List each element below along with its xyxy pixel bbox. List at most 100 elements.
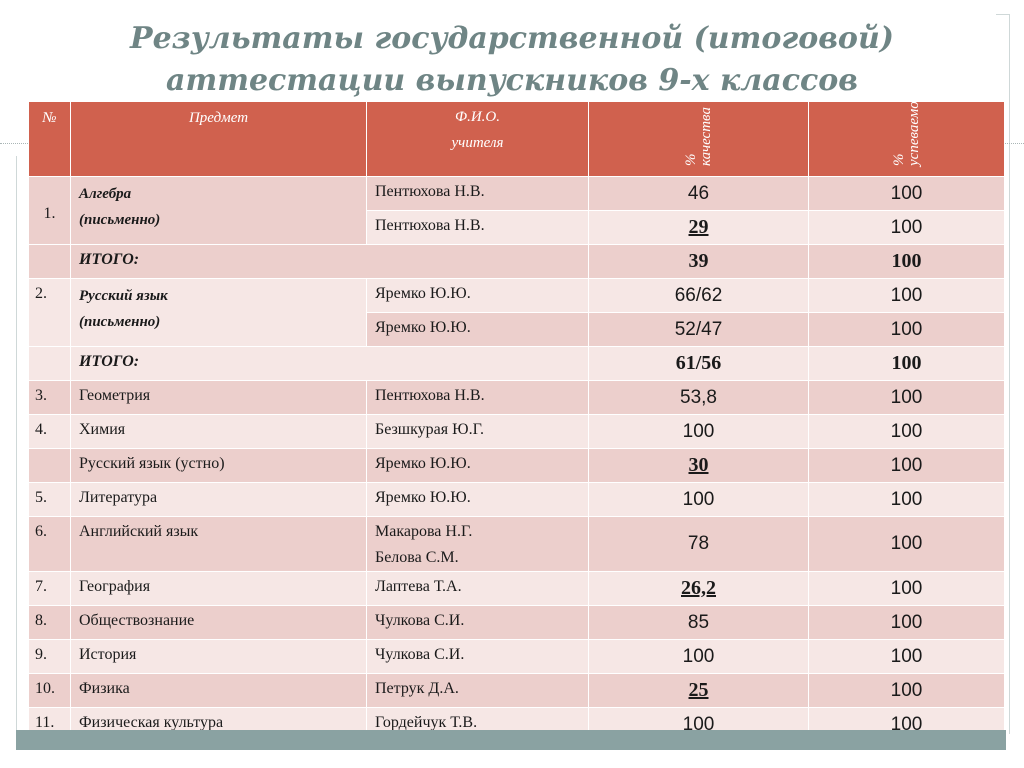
frame-line-right (1009, 14, 1010, 734)
row-success: 100 (808, 380, 1005, 415)
row-subject: История (70, 639, 367, 674)
header-quality: % качества (588, 101, 809, 177)
table-header-row: № Предмет Ф.И.О. учителя % качества % ус… (28, 76, 1005, 177)
row-success: 100 (808, 448, 1005, 483)
table-row: Русский язык (устно) Яремко Ю.Ю. 30 100 (28, 448, 1005, 483)
row-num: 10. (28, 673, 71, 708)
table-row: Яремко Ю.Ю. 52/47 100 (29, 312, 1005, 347)
table-row: 4. Химия Безшкурая Ю.Г. 100 100 (28, 414, 1005, 449)
header-success-label: % успеваемости (890, 76, 922, 166)
slide-title-line1: Результаты государственной (итоговой) (130, 21, 894, 56)
table-row: 5. Литература Яремко Ю.Ю. 100 100 (28, 482, 1005, 517)
row-num: 7. (28, 571, 71, 606)
results-table: № Предмет Ф.И.О. учителя % качества % ус… (28, 76, 1005, 742)
row-quality: 39 (588, 244, 809, 279)
row-teacher-line1: Макарова Н.Г. (375, 523, 473, 540)
row-quality: 29 (588, 210, 809, 245)
row-success: 100 (808, 571, 1005, 606)
header-num: № (28, 101, 71, 177)
header-teacher-line1: Ф.И.О. (455, 109, 500, 125)
header-quality-label: % качества (682, 107, 714, 166)
row-num: 3. (28, 380, 71, 415)
header-teacher: Ф.И.О. учителя (366, 101, 589, 177)
frame-line-left (16, 156, 17, 746)
row-quality: 66/62 (588, 278, 809, 313)
row-num-empty (28, 346, 71, 381)
row-quality: 30 (588, 448, 809, 483)
row-teacher: Пентюхова Н.В. (366, 176, 589, 211)
row-quality: 100 (588, 639, 809, 674)
row-teacher: Яремко Ю.Ю. (366, 448, 589, 483)
table-row: 9. История Чулкова С.И. 100 100 (28, 639, 1005, 674)
row-teacher: Яремко Ю.Ю. (366, 278, 589, 313)
table-row: 1. Алгебра (письменно) Пентюхова Н.В. 46… (28, 176, 1005, 245)
slide-title: Результаты государственной (итоговой) ат… (0, 18, 1024, 102)
row-subject-line1: Русский язык (79, 288, 168, 304)
row-total-label: ИТОГО: (70, 244, 589, 279)
row-subject: Алгебра (письменно) (70, 176, 367, 245)
row-num: 9. (28, 639, 71, 674)
row-num: 5. (28, 482, 71, 517)
row-teacher: Петрук Д.А. (366, 673, 589, 708)
row-success: 100 (808, 605, 1005, 640)
table-row: 7. География Лаптева Т.А. 26,2 100 (28, 571, 1005, 606)
row-num: 1. (28, 176, 71, 245)
row-num: 8. (28, 605, 71, 640)
slide-title-line2: аттестации выпускников 9-х классов (166, 63, 858, 98)
table-row: 2. Русский язык (письменно) Яремко Ю.Ю. … (28, 278, 1005, 347)
row-subject: Английский язык (70, 516, 367, 572)
row-subject: Физика (70, 673, 367, 708)
row-quality: 61/56 (588, 346, 809, 381)
table-row-total: ИТОГО: 39 100 (28, 244, 1005, 279)
row-success: 100 (808, 176, 1005, 211)
row-subject-line1: Алгебра (79, 186, 132, 202)
row-subject-line2: (письменно) (79, 212, 161, 228)
row-teacher: Пентюхова Н.В. (366, 210, 589, 245)
row-quality: 52/47 (588, 312, 809, 347)
frame-line-top (996, 14, 1010, 15)
table-row: 10. Физика Петрук Д.А. 25 100 (28, 673, 1005, 708)
row-success: 100 (808, 312, 1005, 347)
row-success: 100 (808, 482, 1005, 517)
row-teacher: Пентюхова Н.В. (366, 380, 589, 415)
table-row: Пентюхова Н.В. 29 100 (29, 210, 1005, 245)
row-success: 100 (808, 278, 1005, 313)
row-subject: Русский язык (устно) (70, 448, 367, 483)
dotted-divider-right (1004, 143, 1024, 144)
row-num (28, 448, 71, 483)
row-subject: Русский язык (письменно) (70, 278, 367, 347)
row-quality: 53,8 (588, 380, 809, 415)
row-teacher: Яремко Ю.Ю. (366, 482, 589, 517)
row-teacher: Безшкурая Ю.Г. (366, 414, 589, 449)
row-quality: 25 (588, 673, 809, 708)
row-subject: Обществознание (70, 605, 367, 640)
row-subject: Геометрия (70, 380, 367, 415)
row-teacher: Лаптева Т.А. (366, 571, 589, 606)
header-teacher-line2: учителя (451, 135, 504, 151)
row-quality: 26,2 (588, 571, 809, 606)
bottom-accent-bar (16, 730, 1006, 750)
row-success: 100 (808, 244, 1005, 279)
table-row-total: ИТОГО: 61/56 100 (28, 346, 1005, 381)
row-quality: 85 (588, 605, 809, 640)
row-num-empty (28, 244, 71, 279)
row-teacher-line2: Белова С.М. (375, 549, 459, 566)
table-row: 3. Геометрия Пентюхова Н.В. 53,8 100 (28, 380, 1005, 415)
row-num: 2. (28, 278, 71, 347)
row-teacher: Макарова Н.Г. Белова С.М. (366, 516, 589, 572)
row-quality: 46 (588, 176, 809, 211)
dotted-divider-left (0, 143, 30, 144)
row-teacher: Яремко Ю.Ю. (366, 312, 589, 347)
header-success: % успеваемости (808, 76, 1005, 177)
row-success: 100 (808, 210, 1005, 245)
row-subject: Химия (70, 414, 367, 449)
row-quality: 100 (588, 414, 809, 449)
row-subject: География (70, 571, 367, 606)
table-row: 6. Английский язык Макарова Н.Г. Белова … (28, 516, 1005, 572)
row-subject: Литература (70, 482, 367, 517)
row-quality: 78 (588, 516, 809, 572)
row-success: 100 (808, 414, 1005, 449)
row-success: 100 (808, 673, 1005, 708)
row-quality: 100 (588, 482, 809, 517)
header-subject: Предмет (70, 101, 367, 177)
